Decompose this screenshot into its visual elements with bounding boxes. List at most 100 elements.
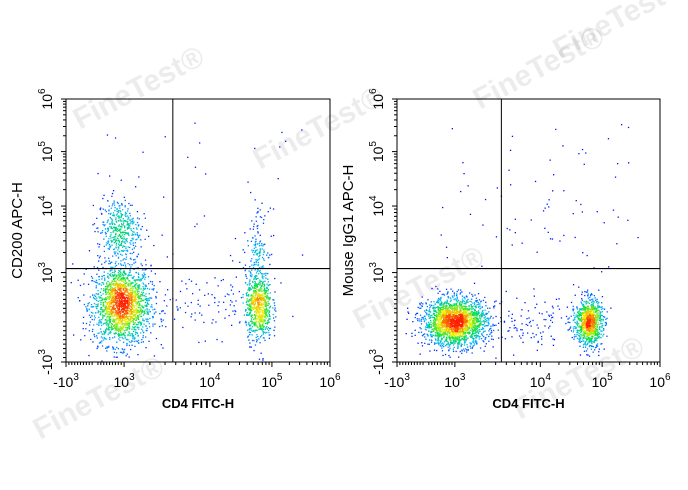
event-dot — [101, 263, 103, 265]
event-dot — [257, 301, 259, 303]
event-dot — [255, 299, 257, 301]
event-dot — [113, 204, 116, 206]
event-dot — [103, 288, 105, 290]
event-dot — [251, 307, 253, 310]
event-dot — [144, 286, 146, 288]
event-dot — [127, 328, 129, 330]
event-dot — [261, 316, 264, 318]
event-dot — [430, 334, 432, 337]
event-dot — [264, 280, 266, 282]
event-dot — [128, 296, 130, 298]
event-dot — [137, 276, 140, 278]
event-dot — [478, 336, 480, 338]
event-dot — [457, 289, 460, 291]
event-dot — [430, 301, 432, 303]
event-dot — [484, 345, 486, 347]
event-dot — [105, 338, 107, 340]
event-dot — [260, 328, 262, 330]
event-dot — [449, 343, 451, 345]
event-dot — [112, 328, 114, 330]
event-dot — [119, 287, 121, 290]
event-dot — [113, 315, 115, 317]
event-dot — [479, 314, 481, 317]
event-dot — [466, 324, 468, 327]
event-dot — [116, 201, 118, 203]
event-dot — [129, 313, 131, 315]
event-dot — [99, 322, 101, 324]
event-dot — [134, 333, 137, 335]
event-dot — [122, 305, 124, 307]
event-dot — [437, 288, 439, 290]
event-dot — [125, 258, 127, 260]
event-dot — [249, 331, 251, 334]
event-dot — [481, 328, 483, 330]
event-dot — [132, 286, 134, 288]
event-dot — [467, 320, 470, 322]
event-dot — [263, 281, 265, 283]
event-dot — [116, 329, 118, 332]
event-dot — [408, 312, 410, 314]
event-dot — [261, 317, 264, 319]
event-dot — [471, 298, 473, 300]
event-dot — [109, 235, 111, 237]
event-dot — [135, 245, 137, 247]
watermark-logo: FineTest® — [68, 40, 210, 136]
event-dot — [251, 276, 253, 278]
event-dot — [108, 301, 111, 303]
x-axis-label: CD4 FITC-H — [162, 396, 234, 411]
event-dot — [256, 329, 258, 331]
event-dot — [104, 288, 106, 291]
event-dot — [98, 324, 100, 327]
event-dot — [125, 310, 127, 312]
event-dot — [105, 235, 107, 237]
event-dot — [141, 305, 143, 307]
event-dot — [108, 319, 110, 321]
event-dot — [133, 306, 135, 308]
event-dot — [254, 322, 256, 324]
event-dot — [132, 294, 134, 297]
event-dot — [130, 313, 132, 316]
event-dot — [467, 298, 469, 301]
event-dot — [457, 305, 459, 307]
event-dot — [148, 311, 150, 313]
event-dot — [124, 306, 127, 308]
event-dot — [109, 246, 111, 249]
event-dot — [430, 331, 432, 333]
event-dot — [453, 346, 455, 349]
event-dot — [136, 292, 138, 295]
event-dot — [83, 273, 85, 275]
event-dot — [112, 281, 114, 283]
event-dot — [146, 304, 148, 307]
event-dot — [134, 325, 136, 328]
event-dot — [450, 304, 453, 307]
event-dot — [124, 231, 126, 234]
event-dot — [262, 289, 265, 291]
event-dot — [115, 214, 118, 216]
event-dot — [104, 322, 106, 324]
event-dot — [256, 270, 258, 273]
event-dot — [120, 217, 122, 219]
event-dot — [103, 298, 105, 300]
event-dot — [436, 335, 438, 337]
event-dot — [262, 281, 264, 283]
event-dot — [262, 332, 265, 334]
event-dot — [258, 328, 260, 331]
event-dot — [267, 297, 269, 299]
event-dot — [208, 304, 210, 306]
event-dot — [264, 305, 266, 307]
event-dot — [473, 314, 475, 317]
event-dot — [176, 306, 178, 308]
event-dot — [124, 335, 126, 337]
event-dot — [247, 289, 249, 291]
event-dot — [466, 317, 468, 319]
event-dot — [145, 299, 148, 302]
event-dot — [97, 293, 99, 296]
event-dot — [137, 236, 140, 239]
event-dot — [258, 245, 261, 247]
event-dot — [111, 308, 113, 311]
event-dot — [254, 311, 256, 313]
event-dot — [258, 256, 260, 258]
event-dot — [459, 331, 461, 334]
event-dot — [454, 306, 456, 308]
event-dot — [119, 225, 121, 228]
